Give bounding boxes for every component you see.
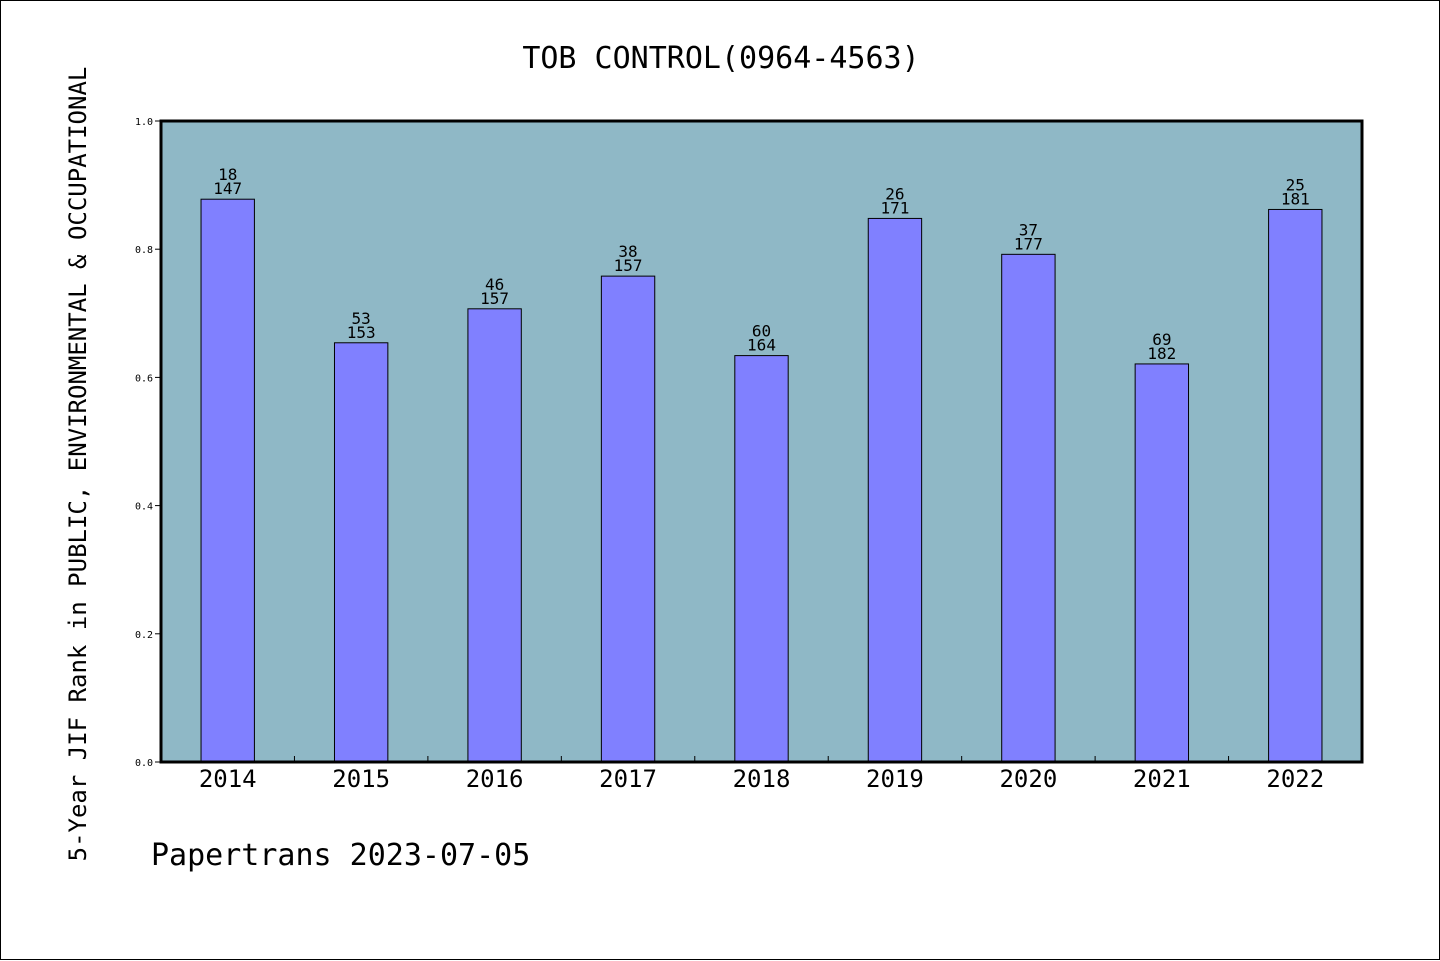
bar-total-label: 157: [480, 289, 509, 308]
y-tick-label: 1.0: [135, 117, 153, 128]
bar-total-label: 153: [347, 323, 376, 342]
bar-2018: [734, 355, 789, 763]
footer-credit: Papertrans 2023-07-05: [151, 838, 530, 873]
bar-2014: [200, 198, 255, 763]
bar-2016: [467, 308, 522, 763]
y-tick-label: 0.2: [135, 630, 153, 641]
x-axis: 2014 2015 2016 2017 2018 2019 2020 2021 2022: [199, 756, 1324, 793]
bar-rank-label: 37: [1019, 220, 1038, 239]
bar-total-label: 181: [1281, 189, 1310, 208]
bar-2022: [1268, 208, 1323, 763]
bar-total-label: 171: [880, 198, 909, 217]
bars-layer: [200, 198, 1323, 763]
y-axis-label: 5-Year JIF Rank in PUBLIC, ENVIRONMENTAL…: [64, 67, 92, 862]
y-tick-label: 0.4: [135, 502, 153, 513]
y-tick-label: 0.6: [135, 373, 153, 384]
bar-rank-label: 38: [618, 242, 637, 261]
x-tick-label: 2019: [866, 765, 924, 793]
bar-total-label: 177: [1014, 234, 1043, 253]
bar-total-label: 164: [747, 336, 776, 355]
data-labels-layer: 1814753153461573815760164261713717769182…: [213, 165, 1309, 363]
y-tick-label: 0.0: [135, 758, 153, 769]
bar-rank-label: 25: [1286, 175, 1305, 194]
x-tick-label: 2014: [199, 765, 257, 793]
x-tick-label: 2018: [733, 765, 791, 793]
plot-border: [159, 119, 1364, 764]
bar-2020: [1001, 253, 1056, 763]
x-tick-label: 2020: [999, 765, 1057, 793]
bar-rank-label: 69: [1152, 330, 1171, 349]
bar-rank-label: 53: [352, 309, 371, 328]
bar-2017: [600, 275, 656, 763]
chart-title: TOB CONTROL(0964-4563): [522, 41, 919, 76]
y-axis: 0.0 0.2 0.4 0.6 0.8 1.0: [135, 117, 161, 769]
bar-2021: [1134, 363, 1190, 763]
x-tick-label: 2017: [599, 765, 657, 793]
x-tick-label: 2016: [466, 765, 524, 793]
x-tick-label: 2021: [1133, 765, 1191, 793]
x-tick-label: 2022: [1266, 765, 1324, 793]
bar-total-label: 182: [1147, 344, 1176, 363]
bar-2019: [867, 217, 923, 763]
bar-total-label: 157: [614, 256, 643, 275]
bar-rank-label: 18: [218, 165, 237, 184]
x-tick-label: 2015: [332, 765, 390, 793]
bar-rank-label: 60: [752, 322, 771, 341]
bar-total-label: 147: [213, 179, 242, 198]
y-tick-label: 0.8: [135, 245, 153, 256]
bar-rank-label: 26: [885, 184, 904, 203]
bar-2015: [333, 342, 389, 763]
bar-rank-label: 46: [485, 275, 504, 294]
